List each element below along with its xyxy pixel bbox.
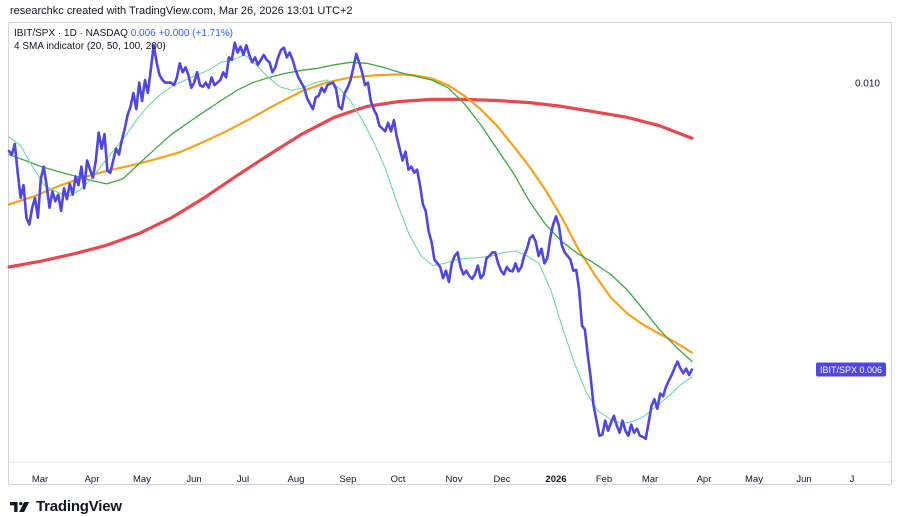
- brand-name: TradingView: [36, 498, 122, 515]
- x-tick-label: Dec: [494, 474, 511, 485]
- x-tick-label: Mar: [32, 474, 48, 485]
- x-tick-label: J: [850, 474, 855, 485]
- badge-background: [816, 362, 886, 377]
- last-value-badge: IBIT/SPX 0.006: [816, 362, 886, 377]
- tradingview-logo-icon: [10, 501, 30, 512]
- sma200-line: [7, 97, 694, 269]
- y-tick-label: 0.010: [855, 79, 880, 90]
- sma50-line: [8, 61, 693, 363]
- x-tick-label: Jul: [237, 474, 249, 485]
- chart-frame: [8, 22, 892, 485]
- indicator-label: 4 SMA indicator (20, 50, 100, 200): [14, 41, 166, 52]
- price-line: [7, 41, 694, 441]
- x-tick-label: Aug: [288, 474, 305, 485]
- symbol-label: IBIT/SPX · 1D · NASDAQ: [14, 28, 128, 39]
- x-tick-label: Mar: [642, 474, 658, 485]
- attribution-text: researchkc created with TradingView.com,…: [10, 5, 353, 17]
- x-tick-label: Sep: [340, 474, 357, 485]
- badge-symbol-label: IBIT/SPX: [820, 365, 857, 375]
- x-tick-label: 2026: [545, 474, 566, 485]
- price-change: +0.000 (+1.71%): [158, 28, 234, 39]
- x-tick-label: May: [133, 474, 151, 485]
- x-tick-label: Apr: [697, 474, 712, 485]
- x-tick-label: May: [745, 474, 763, 485]
- x-tick-label: Feb: [596, 474, 612, 485]
- chart-legend: IBIT/SPX · 1D · NASDAQ 0.006 +0.000 (+1.…: [14, 27, 233, 53]
- chart-header: researchkc created with TradingView.com,…: [0, 0, 922, 22]
- x-tick-label: Nov: [446, 474, 463, 485]
- sma100-line: [7, 73, 694, 354]
- footer-logo: TradingView: [10, 498, 122, 515]
- x-tick-label: Apr: [85, 474, 100, 485]
- x-tick-label: Jun: [796, 474, 811, 485]
- x-tick-label: Jun: [186, 474, 201, 485]
- symbol-line: IBIT/SPX · 1D · NASDAQ 0.006 +0.000 (+1.…: [14, 27, 233, 40]
- last-value: 0.006: [130, 28, 156, 39]
- x-tick-label: Oct: [391, 474, 406, 485]
- badge-value-label: 0.006: [859, 365, 882, 375]
